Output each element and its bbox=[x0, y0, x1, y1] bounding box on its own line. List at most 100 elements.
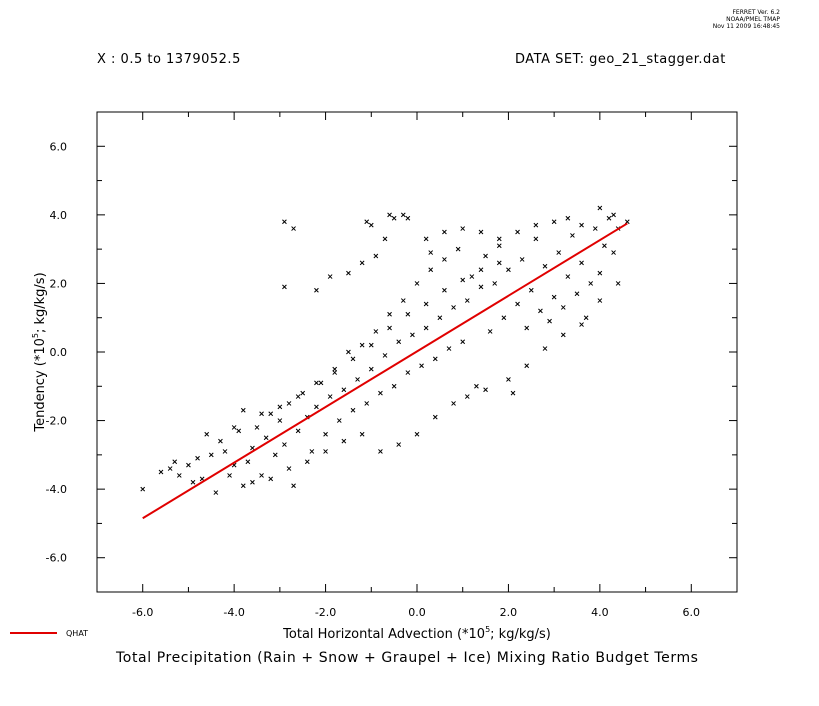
scatter-point bbox=[373, 329, 379, 334]
scatter-point bbox=[538, 308, 543, 314]
scatter-point bbox=[414, 281, 420, 286]
scatter-point bbox=[332, 370, 338, 375]
scatter-point bbox=[227, 473, 232, 478]
scatter-point bbox=[524, 325, 530, 331]
y-tick-label: 0.0 bbox=[50, 346, 68, 359]
scatter-point bbox=[300, 390, 306, 396]
scatter-point bbox=[515, 229, 520, 235]
scatter-point bbox=[208, 452, 214, 458]
scatter-point bbox=[478, 267, 484, 273]
scatter-point bbox=[455, 246, 461, 252]
scatter-point bbox=[460, 226, 466, 231]
x-tick-label: -4.0 bbox=[223, 606, 244, 619]
scatter-point bbox=[186, 462, 191, 468]
scatter-point bbox=[515, 301, 520, 307]
scatter-point bbox=[176, 473, 182, 478]
scatter-point bbox=[615, 281, 621, 286]
scatter-point bbox=[542, 346, 548, 351]
scatter-point bbox=[291, 226, 296, 231]
scatter-point bbox=[560, 305, 566, 310]
stamp-line-version: FERRET Ver. 6.2 bbox=[732, 9, 780, 16]
scatter-point bbox=[524, 363, 530, 369]
scatter-point bbox=[240, 407, 246, 413]
scatter-point bbox=[195, 455, 200, 461]
scatter-point bbox=[570, 233, 575, 238]
scatter-point bbox=[597, 270, 603, 276]
scatter-point bbox=[304, 459, 310, 465]
scatter-point bbox=[140, 486, 146, 492]
scatter-point bbox=[405, 311, 411, 317]
scatter-point bbox=[624, 219, 630, 225]
scatter-point bbox=[451, 401, 456, 406]
scatter-point bbox=[478, 229, 484, 235]
scatter-point bbox=[158, 469, 164, 475]
scatter-point bbox=[432, 356, 438, 362]
scatter-point bbox=[501, 315, 507, 321]
scatter-point bbox=[464, 394, 470, 399]
scatter-point bbox=[291, 483, 296, 489]
scatter-point bbox=[506, 377, 511, 382]
scatter-point bbox=[405, 215, 411, 221]
scatter-point bbox=[510, 390, 516, 396]
scatter-point bbox=[410, 332, 415, 338]
x-tick-label: -2.0 bbox=[315, 606, 336, 619]
scatter-point bbox=[268, 476, 274, 482]
scatter-point bbox=[442, 257, 447, 262]
scatter-point bbox=[464, 298, 470, 303]
scatter-point bbox=[368, 222, 374, 228]
scatter-point bbox=[263, 435, 269, 441]
dataset-label: DATA SET: geo_21_stagger.dat bbox=[515, 52, 726, 67]
scatter-point bbox=[327, 274, 333, 279]
x-range-label: X : 0.5 to 1379052.5 bbox=[97, 52, 241, 67]
scatter-point bbox=[341, 438, 347, 444]
x-tick-label: -6.0 bbox=[132, 606, 153, 619]
scatter-point bbox=[579, 322, 584, 327]
scatter-points bbox=[140, 205, 630, 495]
scatter-point bbox=[346, 270, 351, 276]
scatter-point bbox=[492, 281, 498, 286]
scatter-point bbox=[551, 294, 557, 300]
y-axis-title-tail: ; kg/kg/s) bbox=[33, 272, 48, 333]
scatter-point bbox=[460, 339, 466, 345]
scatter-point bbox=[597, 298, 603, 303]
scatter-point bbox=[528, 287, 534, 293]
y-axis-title-exp: 5 bbox=[31, 333, 40, 338]
scatter-point bbox=[588, 281, 594, 286]
scatter-point bbox=[419, 363, 424, 369]
scatter-point bbox=[359, 260, 365, 266]
scatter-point bbox=[496, 243, 502, 249]
scatter-point bbox=[277, 404, 283, 410]
scatter-point bbox=[341, 387, 347, 393]
axis-ticks bbox=[96, 111, 738, 593]
scatter-point bbox=[423, 301, 429, 307]
scatter-point bbox=[309, 449, 315, 454]
scatter-point bbox=[597, 205, 603, 211]
scatter-point bbox=[423, 236, 429, 242]
scatter-point bbox=[574, 291, 580, 297]
axis-tick-labels: -6.0 -4.0 -2.0 0.0 2.0 4.0 6.0 -6.0 -4.0 -2.0 0.0 2… bbox=[46, 140, 701, 619]
scatter-point bbox=[565, 274, 571, 279]
scatter-point bbox=[277, 418, 283, 423]
scatter-point bbox=[295, 428, 301, 434]
ferret-stamp: FERRET Ver. 6.2 NOAA/PMEL TMAP Nov 11 20… bbox=[713, 9, 780, 30]
scatter-point bbox=[282, 442, 287, 447]
scatter-point bbox=[245, 459, 251, 465]
y-tick-label: -4.0 bbox=[46, 483, 67, 496]
scatter-point bbox=[487, 329, 493, 334]
scatter-point bbox=[336, 418, 342, 423]
scatter-point bbox=[542, 263, 548, 269]
scatter-point bbox=[469, 274, 475, 279]
scatter-point bbox=[405, 370, 411, 375]
scatter-point bbox=[506, 267, 511, 273]
chart-title: Total Precipitation (Rain + Snow + Graup… bbox=[116, 650, 699, 666]
scatter-point bbox=[423, 325, 429, 331]
scatter-point bbox=[460, 277, 466, 283]
scatter-point bbox=[519, 257, 525, 262]
scatter-point bbox=[350, 407, 356, 413]
scatter-point bbox=[396, 339, 402, 345]
scatter-point bbox=[272, 452, 278, 458]
x-axis-title-main: Total Horizontal Advection (*10 bbox=[282, 627, 485, 642]
scatter-point bbox=[611, 250, 616, 255]
scatter-point bbox=[579, 222, 584, 228]
stamp-line-org: NOAA/PMEL TMAP bbox=[726, 16, 780, 23]
